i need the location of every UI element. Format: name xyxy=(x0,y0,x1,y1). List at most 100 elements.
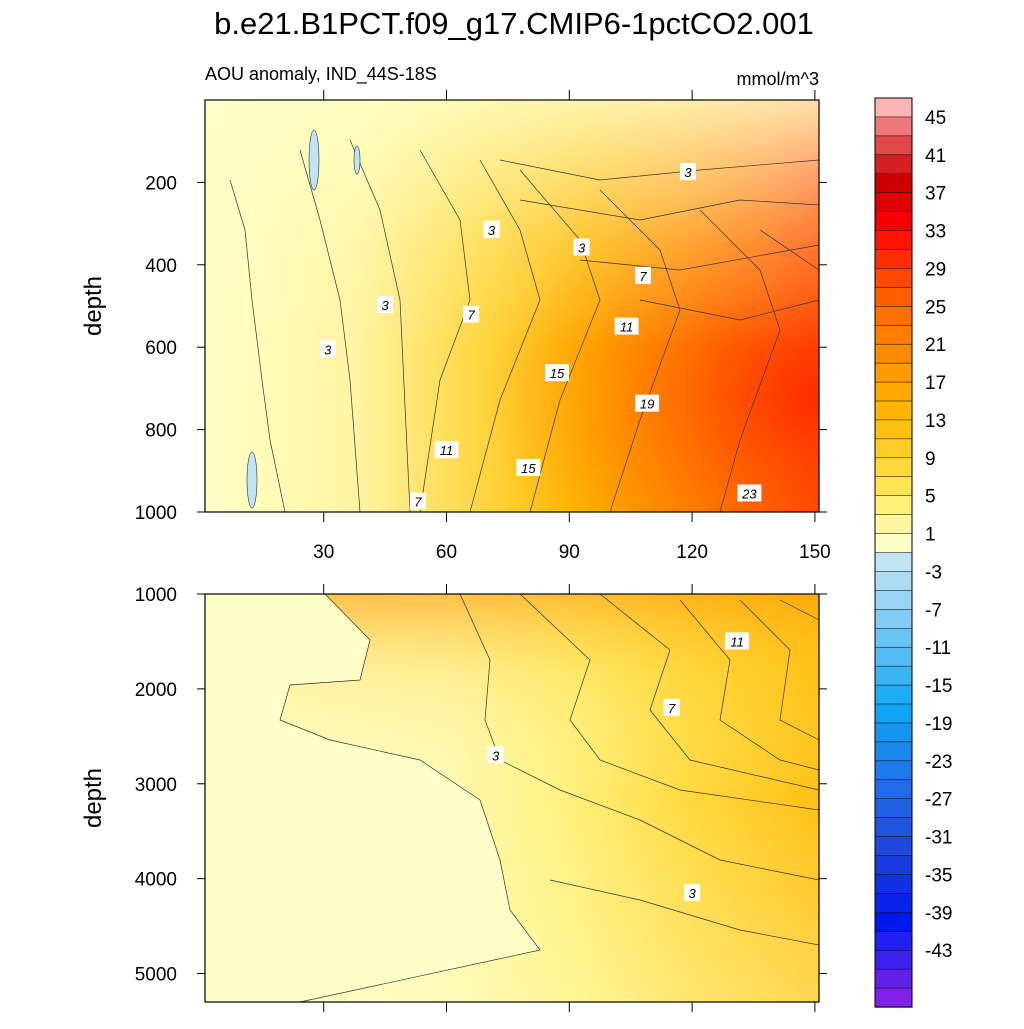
colorbar-swatch xyxy=(874,514,913,535)
colorbar-swatch xyxy=(874,400,913,421)
contour-label: 3 xyxy=(688,886,696,901)
colorbar-swatch xyxy=(874,665,913,686)
contour-label-box xyxy=(663,698,680,716)
upper-panel-fade xyxy=(205,100,819,512)
colorbar-swatch xyxy=(874,912,913,932)
y-tick-label: 3000 xyxy=(135,775,177,796)
negative-patch xyxy=(308,129,320,191)
contour-label: 19 xyxy=(640,397,654,412)
colorbar-swatch xyxy=(874,760,913,781)
lower-y-axis-label: depth xyxy=(80,768,107,828)
contour-label: 3 xyxy=(488,223,496,238)
colorbar-swatch xyxy=(874,987,913,1008)
colorbar-label: -19 xyxy=(925,714,952,735)
contour-label-box xyxy=(737,484,762,502)
colorbar-swatch xyxy=(874,722,913,743)
upper-y-axis: 200 400 600 800 1000 xyxy=(135,173,827,524)
colorbar-swatch xyxy=(874,949,913,970)
chart-units: mmol/m^3 xyxy=(737,69,819,89)
colorbar-label: 5 xyxy=(925,487,936,508)
colorbar-swatch xyxy=(874,135,913,156)
contour-label: 7 xyxy=(414,495,422,510)
colorbar-swatch xyxy=(874,230,913,251)
contour-label: 11 xyxy=(730,634,744,649)
upper-contour-lines xyxy=(229,139,819,512)
upper-y-axis-label: depth xyxy=(80,276,107,336)
lower-low-anomaly-region xyxy=(204,593,541,1003)
colorbar-swatch xyxy=(874,893,913,913)
colorbar-swatch xyxy=(874,741,913,762)
colorbar-swatch xyxy=(874,855,913,876)
contour-label-box xyxy=(635,394,660,412)
colorbar-swatch xyxy=(874,646,913,667)
y-tick-label: 5000 xyxy=(135,965,177,986)
colorbar-label: 13 xyxy=(925,411,946,432)
colorbar-label: -7 xyxy=(925,600,942,621)
contour-label: 3 xyxy=(684,165,692,180)
colorbar-swatch xyxy=(874,173,913,194)
upper-contour-labels: 3 3 3 3 3 7 7 7 11 11 15 15 19 23 xyxy=(319,163,762,510)
colorbar-label: -27 xyxy=(925,790,952,811)
x-tick-label: 150 xyxy=(799,542,831,563)
lower-x-axis xyxy=(323,584,816,1012)
colorbar-swatch xyxy=(874,779,913,800)
contour-label: 11 xyxy=(440,443,454,458)
contour-label-box xyxy=(680,163,697,181)
contour-label-box xyxy=(725,632,750,650)
chart-subtitle-left: AOU anomaly, IND_44S-18S xyxy=(205,64,437,85)
colorbar: 45 41 37 33 29 25 21 17 13 9 5 1 -3 -7 -11 -15 -19 -23 -27… xyxy=(874,97,952,1008)
colorbar-swatch xyxy=(874,306,913,326)
colorbar-label: 25 xyxy=(925,297,946,318)
colorbar-swatch xyxy=(874,590,913,610)
contour-label-box xyxy=(483,220,500,238)
lower-contour-lines xyxy=(459,594,819,946)
contour-label-box xyxy=(516,458,541,476)
x-tick-label: 30 xyxy=(313,542,334,563)
colorbar-swatch xyxy=(874,628,913,648)
contour-label-box xyxy=(614,317,639,335)
colorbar-swatch xyxy=(874,817,913,838)
colorbar-frame xyxy=(874,97,913,1008)
contour-label-box xyxy=(545,364,570,382)
colorbar-swatch xyxy=(874,836,913,857)
contour-label-box xyxy=(434,441,459,459)
colorbar-label: -35 xyxy=(925,865,952,886)
colorbar-label: 21 xyxy=(925,335,946,356)
y-tick-label: 400 xyxy=(145,256,177,277)
contour-label: 11 xyxy=(620,320,634,335)
x-tick-label: 60 xyxy=(436,542,457,563)
colorbar-label: -11 xyxy=(925,638,951,659)
lower-contour-labels: 11 7 3 3 xyxy=(487,632,750,901)
colorbar-swatch xyxy=(874,211,913,232)
colorbar-label: -31 xyxy=(925,828,952,849)
contour-label-box xyxy=(573,238,590,256)
contour-label: 7 xyxy=(639,269,647,284)
contour-label: 3 xyxy=(492,748,500,763)
contour-label-box xyxy=(377,296,394,314)
colorbar-label: -39 xyxy=(925,903,952,924)
colorbar-label: 1 xyxy=(925,525,936,546)
contour-label-box xyxy=(463,305,480,323)
colorbar-label: -15 xyxy=(925,676,952,697)
lower-y-axis: 1000 2000 3000 4000 5000 xyxy=(135,585,827,986)
colorbar-swatch xyxy=(874,931,913,951)
lower-panel-frame xyxy=(204,593,820,1003)
x-tick-label: 120 xyxy=(676,542,708,563)
colorbar-swatch xyxy=(874,874,913,895)
colorbar-swatch xyxy=(874,798,913,819)
colorbar-label: -3 xyxy=(925,562,942,583)
lower-panel: 11 7 3 3 1000 2000 3000 4000 5000 depth xyxy=(80,584,827,1012)
colorbar-label: 9 xyxy=(925,449,936,470)
colorbar-swatch xyxy=(874,97,913,118)
colorbar-swatch xyxy=(874,703,913,724)
chart-title: b.e21.B1PCT.f09_g17.CMIP6-1pctCO2.001 xyxy=(214,6,814,41)
colorbar-swatch xyxy=(874,419,913,440)
colorbar-label: -43 xyxy=(925,941,952,962)
colorbar-swatch xyxy=(874,343,913,364)
colorbar-label: 37 xyxy=(925,184,946,205)
colorbar-swatch xyxy=(874,116,913,137)
contour-label-box xyxy=(409,492,426,510)
colorbar-label: 29 xyxy=(925,259,946,280)
